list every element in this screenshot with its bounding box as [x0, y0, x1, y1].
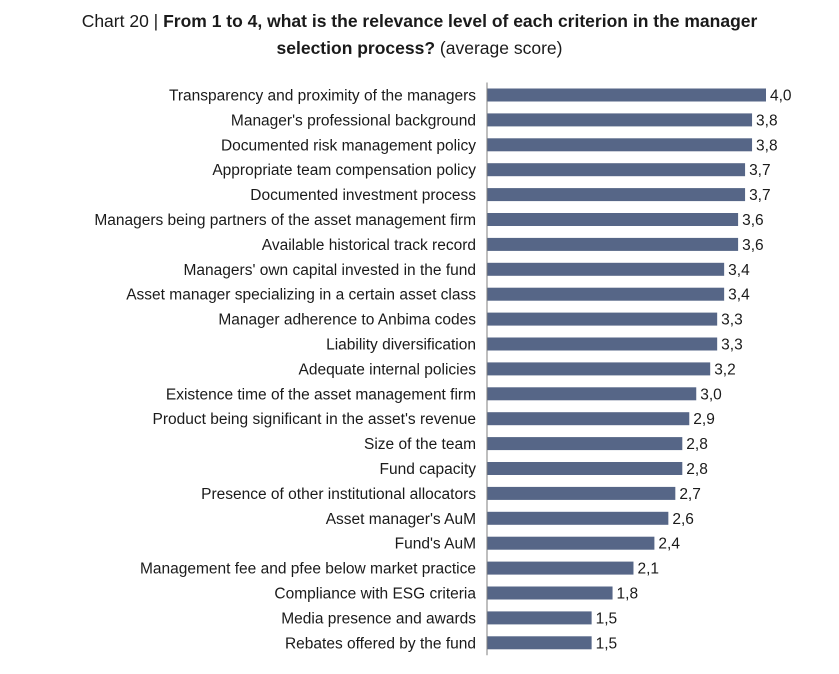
value-label: 3,3 [721, 337, 743, 354]
category-label: Manager adherence to Anbima codes [218, 312, 476, 329]
value-label: 3,0 [700, 386, 722, 403]
bar [487, 437, 683, 451]
bar [487, 362, 711, 376]
bar [487, 188, 746, 202]
value-label: 2,7 [679, 486, 701, 503]
category-label: Presence of other institutional allocato… [201, 486, 476, 503]
bar [487, 237, 739, 251]
bar [487, 113, 753, 127]
category-label: Documented risk management policy [221, 137, 476, 154]
category-label: Asset manager specializing in a certain … [126, 287, 476, 304]
bar [487, 287, 725, 301]
category-label: Fund's AuM [395, 536, 476, 553]
value-label: 3,4 [728, 287, 750, 304]
category-label: Management fee and pfee below market pra… [140, 561, 476, 578]
bar [487, 88, 766, 102]
bar [487, 462, 683, 475]
category-label: Appropriate team compensation policy [212, 162, 476, 179]
bar [487, 337, 718, 351]
category-label: Manager's professional background [231, 112, 476, 129]
chart-number: Chart 20 | [81, 11, 164, 31]
value-label: 3,7 [749, 187, 771, 204]
category-label: Rebates offered by the fund [285, 635, 476, 652]
bar [487, 586, 613, 600]
chart-title: Chart 20 | From 1 to 4, what is the rele… [0, 8, 839, 62]
value-label: 2,4 [658, 536, 680, 553]
bar [487, 387, 697, 401]
value-label: 3,6 [742, 237, 764, 254]
bars-layer: Transparency and proximity of the manage… [94, 88, 792, 653]
bar [487, 511, 669, 525]
value-label: 1,5 [596, 635, 618, 652]
category-label: Managers being partners of the asset man… [94, 212, 476, 229]
category-label: Product being significant in the asset's… [153, 411, 477, 428]
bar [487, 412, 690, 426]
category-label: Size of the team [364, 436, 476, 453]
bar [487, 636, 592, 650]
category-label: Fund capacity [380, 461, 477, 478]
chart-title-line-1: Chart 20 | From 1 to 4, what is the rele… [0, 8, 839, 35]
value-label: 2,8 [686, 436, 708, 453]
category-label: Available historical track record [262, 237, 476, 254]
bar [487, 138, 753, 152]
value-label: 3,8 [756, 137, 778, 154]
bar [487, 213, 739, 226]
value-label: 3,2 [714, 361, 736, 378]
category-label: Managers' own capital invested in the fu… [184, 262, 476, 279]
value-label: 2,8 [686, 461, 708, 478]
value-label: 1,8 [617, 586, 639, 603]
chart-subtitle: (average score) [435, 38, 563, 58]
bar [487, 486, 676, 500]
bar [487, 163, 746, 177]
category-label: Liability diversification [326, 337, 476, 354]
bar [487, 536, 655, 550]
category-label: Adequate internal policies [298, 361, 476, 378]
bar [487, 262, 725, 276]
chart-question-part-1: From 1 to 4, what is the relevance level… [163, 11, 758, 31]
value-label: 2,9 [693, 411, 715, 428]
chart-question-part-2: selection process? [276, 38, 436, 58]
category-label: Media presence and awards [281, 610, 476, 627]
value-label: 3,7 [749, 162, 771, 179]
category-label: Asset manager's AuM [326, 511, 476, 528]
value-label: 3,3 [721, 312, 743, 329]
category-label: Transparency and proximity of the manage… [169, 88, 476, 105]
chart-title-line-2: selection process? (average score) [0, 35, 839, 62]
bar [487, 611, 592, 625]
value-label: 2,1 [637, 561, 659, 578]
value-label: 3,8 [756, 112, 778, 129]
value-label: 2,6 [672, 511, 694, 528]
category-label: Existence time of the asset management f… [166, 386, 476, 403]
bar [487, 312, 718, 326]
bar [487, 561, 634, 575]
category-label: Compliance with ESG criteria [274, 586, 476, 603]
value-label: 3,4 [728, 262, 750, 279]
category-label: Documented investment process [250, 187, 476, 204]
value-label: 3,6 [742, 212, 764, 229]
value-label: 1,5 [596, 610, 618, 627]
value-label: 4,0 [770, 88, 792, 105]
